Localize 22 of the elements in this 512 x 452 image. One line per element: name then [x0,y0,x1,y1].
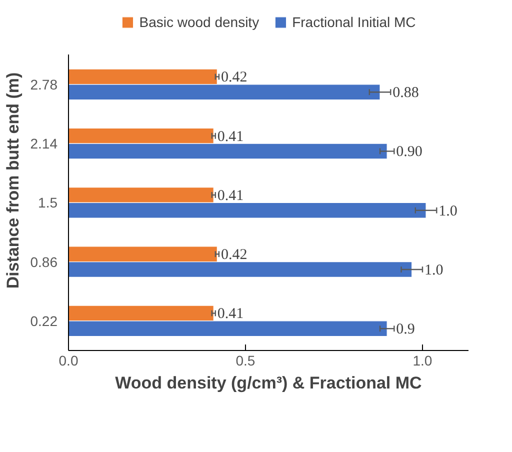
data-label: 0.90 [396,144,422,160]
x-tick-label: 0.5 [236,352,256,368]
y-tick-label: 2.78 [30,76,58,92]
data-label: 0.9 [396,322,415,338]
x-axis-title: Wood density (g/cm³) & Fractional MC [115,374,422,392]
y-tick-label: 0.22 [30,312,58,329]
data-label: 0.41 [217,128,244,145]
legend-label: Basic wood density [139,14,260,30]
legend-label: Fractional Initial MC [292,14,416,30]
data-label: 1.0 [438,203,458,220]
y-tick-label: 0.86 [30,254,58,270]
data-label: 0.42 [220,70,248,86]
y-tick-label: 1.5 [38,194,58,211]
data-label: 0.42 [220,247,248,264]
x-tick-label: 1.0 [412,352,432,368]
y-axis-title: Distance from butt end (m) [3,72,22,289]
data-label: 0.88 [392,85,419,102]
y-tick-label: 2.14 [30,136,58,152]
data-label: 1.0 [424,262,444,278]
data-label: 0.41 [217,306,244,322]
x-tick-label: 0.0 [58,352,78,368]
data-label: 0.41 [217,188,244,204]
